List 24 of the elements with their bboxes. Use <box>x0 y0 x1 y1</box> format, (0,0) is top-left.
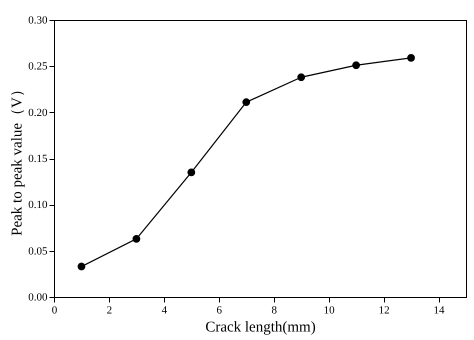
x-tick-label: 8 <box>271 304 278 316</box>
x-tick-label: 4 <box>162 304 168 316</box>
x-tick-label: 0 <box>52 304 58 316</box>
x-tick-label: 2 <box>106 304 112 316</box>
x-tick-label: 14 <box>434 304 446 316</box>
y-tick-label: 0.20 <box>28 106 48 119</box>
x-tick-label: 12 <box>378 304 390 316</box>
point <box>78 262 86 270</box>
y-tick-label: 0.25 <box>28 60 48 73</box>
y-tick-label: 0.00 <box>28 292 48 304</box>
x-tick-label: 10 <box>324 304 336 316</box>
y-tick-label: 0.10 <box>28 199 48 212</box>
point <box>352 61 360 70</box>
y-tick-label: 0.15 <box>28 153 48 165</box>
y-axis-title: Peak to peak value（V） <box>9 82 26 236</box>
point <box>242 98 250 106</box>
x-axis-title: Crack length(mm) <box>205 320 316 336</box>
point <box>407 54 415 62</box>
point <box>187 168 196 176</box>
y-tick-label: 0.30 <box>28 14 48 26</box>
point <box>132 234 140 243</box>
y-tick-label: 0.05 <box>28 245 48 258</box>
x-tick-label: 6 <box>216 304 223 316</box>
point <box>297 73 306 82</box>
